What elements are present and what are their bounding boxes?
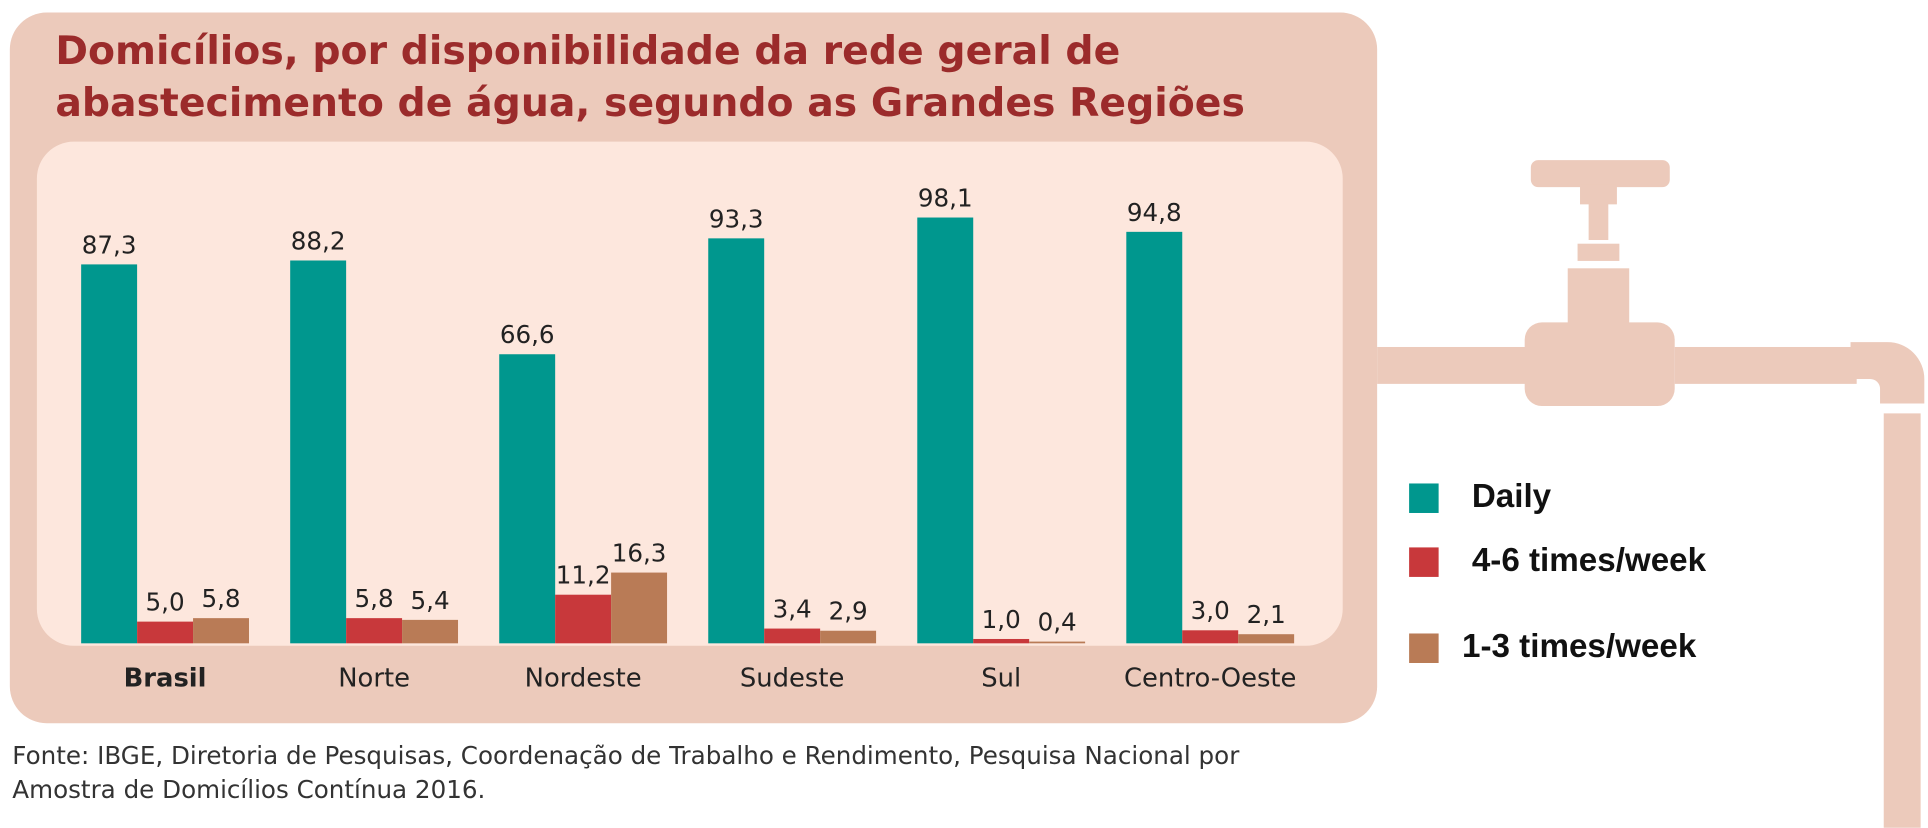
bar <box>973 638 1030 644</box>
data-label: 3,0 <box>1191 596 1230 625</box>
legend-label: Daily <box>1472 478 1552 515</box>
pipe-decoration <box>1377 160 1925 828</box>
data-label: 93,3 <box>709 204 764 233</box>
data-label: 94,8 <box>1127 198 1182 227</box>
data-label: 98,1 <box>918 183 973 212</box>
data-label: 5,8 <box>355 584 394 613</box>
bar <box>764 628 821 644</box>
legend-swatch <box>1409 547 1439 577</box>
data-label: 3,4 <box>773 594 812 623</box>
x-tick-label: Sul <box>981 663 1021 693</box>
bar <box>1182 630 1239 644</box>
x-tick-label: Centro-Oeste <box>1124 663 1296 693</box>
bar <box>81 264 138 644</box>
data-label: 5,0 <box>146 588 185 617</box>
bar <box>917 217 974 644</box>
bar <box>290 260 347 644</box>
data-label: 5,4 <box>411 586 450 615</box>
bar <box>402 619 459 644</box>
bar <box>820 630 877 644</box>
source-box: Fonte: IBGE, Diretoria de Pesquisas, Coo… <box>12 740 1240 805</box>
x-tick-label: Norte <box>338 663 410 693</box>
legend-swatch <box>1409 633 1439 663</box>
data-label: 1,0 <box>982 605 1021 634</box>
bar <box>1126 231 1183 644</box>
bar <box>708 238 765 644</box>
bar <box>137 621 194 644</box>
bar <box>1238 634 1295 644</box>
bar <box>499 354 556 644</box>
x-tick-label: Sudeste <box>740 663 844 693</box>
data-label: 5,8 <box>201 584 240 613</box>
plot-panel <box>36 141 1343 646</box>
bar <box>1029 641 1086 644</box>
legend-label: 1-3 times/week <box>1462 628 1697 665</box>
chart-title: Domicílios, por disponibilidade da rede … <box>55 27 1245 135</box>
data-label: 87,3 <box>82 230 137 259</box>
title-box: Domicílios, por disponibilidade da rede … <box>55 27 1245 135</box>
bar <box>193 618 249 644</box>
source-note: Fonte: IBGE, Diretoria de Pesquisas, Coo… <box>12 740 1240 805</box>
legend-swatch <box>1409 483 1439 513</box>
data-label: 0,4 <box>1038 608 1077 637</box>
data-label: 16,3 <box>612 539 667 568</box>
data-label: 2,9 <box>829 597 868 626</box>
bar <box>555 594 612 644</box>
bar <box>611 572 668 644</box>
x-tick-label: Nordeste <box>525 663 642 693</box>
data-label: 66,6 <box>500 320 555 349</box>
legend-label: 4-6 times/week <box>1472 542 1707 579</box>
bar <box>346 618 403 644</box>
x-tick-label: Brasil <box>124 663 207 693</box>
data-label: 11,2 <box>556 561 611 590</box>
data-label: 2,1 <box>1247 600 1286 629</box>
data-label: 88,2 <box>291 226 346 255</box>
